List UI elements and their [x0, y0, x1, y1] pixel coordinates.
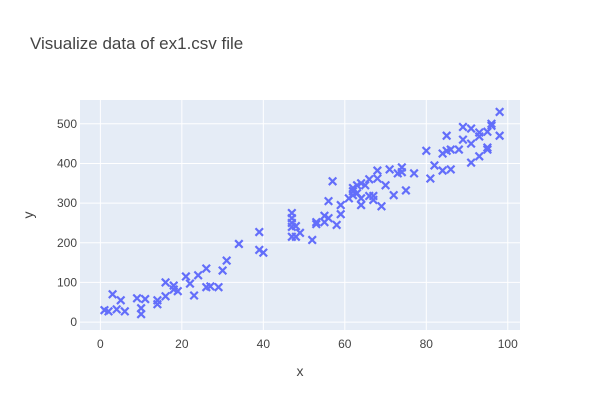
y-tick-label: 400 — [57, 156, 77, 170]
data-point — [173, 286, 183, 296]
data-point — [482, 145, 492, 155]
data-point — [454, 145, 464, 155]
data-point — [193, 270, 203, 280]
x-tick-label: 20 — [175, 337, 189, 351]
data-point — [364, 174, 374, 184]
data-point — [311, 219, 321, 229]
data-point — [356, 178, 366, 188]
data-point — [181, 271, 191, 282]
data-point — [112, 304, 122, 314]
data-point — [213, 282, 224, 292]
data-point — [429, 160, 439, 170]
y-tick-label: 0 — [70, 315, 77, 329]
data-point — [486, 119, 497, 129]
data-point — [291, 221, 301, 231]
data-point — [185, 279, 195, 289]
x-tick-label: 80 — [420, 337, 434, 351]
grid-lines — [80, 100, 520, 330]
x-tick-label: 60 — [338, 337, 352, 351]
tick-labels: 0 20 40 60 80 100 0 100 200 300 400 500 — [57, 117, 518, 351]
data-point — [360, 180, 370, 190]
data-point — [254, 227, 264, 237]
data-point — [421, 146, 431, 156]
data-point — [132, 293, 142, 303]
data-point — [336, 209, 346, 219]
data-point — [397, 167, 407, 177]
data-point — [409, 168, 419, 178]
y-tick-label: 200 — [57, 236, 77, 250]
data-point — [482, 143, 492, 153]
y-tick-label: 500 — [57, 117, 77, 131]
data-point — [222, 256, 232, 266]
data-point — [356, 200, 366, 210]
x-tick-label: 0 — [97, 337, 104, 351]
data-point — [328, 176, 338, 186]
data-point — [495, 107, 505, 117]
data-point — [348, 190, 358, 200]
data-point — [482, 127, 492, 137]
data-point — [120, 306, 130, 316]
data-point — [474, 131, 484, 142]
data-point — [189, 290, 199, 301]
data-point — [136, 309, 146, 319]
y-tick-label: 300 — [57, 196, 77, 210]
data-point — [466, 158, 476, 168]
data-point — [458, 135, 468, 145]
data-point — [140, 294, 150, 304]
x-tick-label: 100 — [498, 337, 518, 351]
data-point — [385, 164, 395, 174]
chart-title: Visualize data of ex1.csv file — [30, 34, 244, 53]
data-point — [372, 173, 382, 184]
y-axis-title: y — [20, 212, 36, 219]
plot-background — [80, 100, 520, 330]
data-point — [201, 263, 211, 274]
data-point — [425, 173, 435, 184]
data-point — [323, 213, 334, 223]
data-point — [218, 265, 228, 276]
data-point — [389, 190, 399, 200]
data-point — [368, 195, 378, 205]
y-tick-label: 100 — [57, 275, 77, 289]
data-point — [295, 228, 305, 238]
data-point — [401, 185, 411, 195]
data-point — [376, 201, 387, 211]
x-axis-title: x — [297, 363, 304, 379]
data-point — [446, 145, 456, 155]
data-point — [381, 180, 391, 190]
data-point — [466, 123, 476, 134]
data-point — [446, 164, 456, 174]
data-point — [319, 211, 329, 221]
data-point — [352, 180, 362, 190]
data-point — [458, 122, 468, 132]
data-point — [205, 281, 215, 291]
data-point — [466, 139, 476, 149]
data-point — [495, 131, 505, 141]
data-point — [336, 200, 346, 210]
data-point — [438, 166, 448, 176]
data-point — [258, 248, 268, 258]
data-point — [103, 306, 114, 316]
data-point — [311, 217, 321, 227]
data-point — [356, 193, 366, 203]
data-point — [161, 277, 171, 287]
data-point — [234, 239, 244, 249]
data-point — [442, 131, 452, 141]
x-tick-label: 40 — [257, 337, 271, 351]
data-point — [161, 291, 171, 301]
data-point — [108, 289, 118, 299]
data-point — [307, 235, 317, 245]
data-point — [116, 295, 126, 305]
data-point — [332, 220, 342, 230]
data-point — [136, 303, 146, 313]
data-points — [99, 107, 505, 319]
data-point — [486, 121, 497, 131]
data-point — [323, 196, 334, 206]
data-point — [474, 151, 484, 161]
data-point — [372, 166, 382, 176]
data-point — [152, 295, 162, 305]
